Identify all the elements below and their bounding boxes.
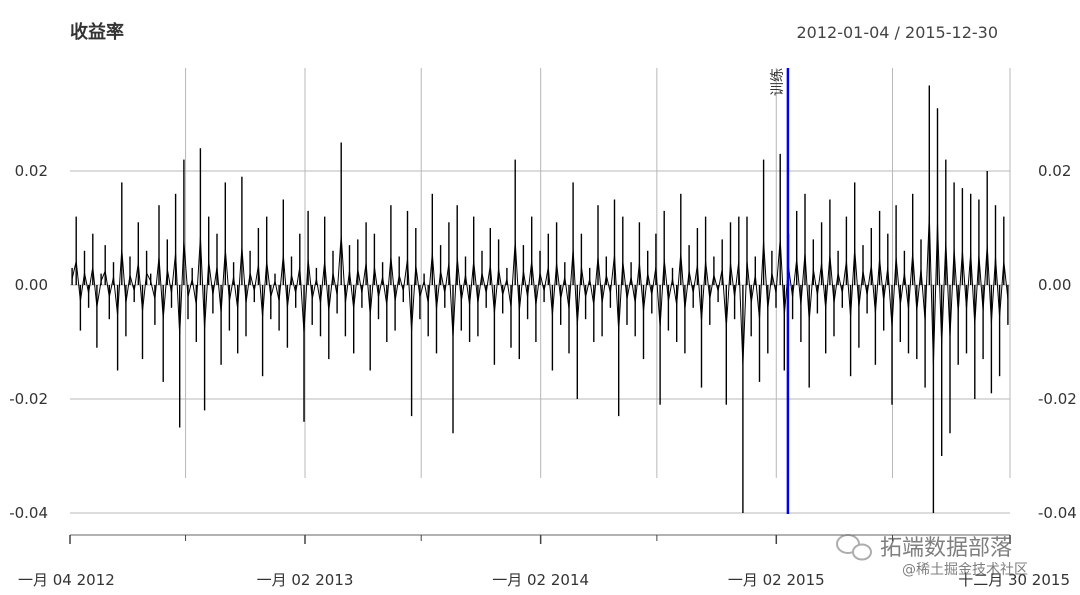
chart-title: 收益率 [70,21,124,43]
y-tick-label-right: -0.02 [1038,390,1077,408]
series-returns [71,85,1009,513]
event-line-group: 训练 [770,68,790,514]
x-tick-label: 一月 02 2014 [492,571,589,589]
y-tick-label: 0.02 [15,162,48,180]
x-tick-label: 一月 02 2013 [257,571,354,589]
y-axis-left: 0.02 0.00 -0.02 -0.04 [9,162,48,522]
wechat-icon [836,534,872,561]
x-tick-label: 十二月 30 2015 [958,571,1070,589]
y-tick-label: -0.02 [9,390,48,408]
y-tick-label-right: 0.00 [1038,276,1071,294]
y-tick-label: 0.00 [15,276,48,294]
x-tick-label: 一月 04 2012 [18,571,115,589]
x-axis: 一月 04 2012 一月 02 2013 一月 02 2014 一月 02 2015… [18,534,1070,589]
x-tick-label: 一月 02 2015 [728,571,825,589]
grid [70,68,1011,514]
y-tick-label-right: -0.04 [1038,504,1077,522]
date-range: 2012-01-04 / 2015-12-30 [796,23,998,42]
event-label: 训练 [770,68,786,96]
watermark: 拓端数据部落 @稀土掘金技术社区 [836,534,1028,578]
y-tick-label-right: 0.02 [1038,162,1071,180]
y-axis-right: 0.02 0.00 -0.02 -0.04 [1038,162,1077,522]
watermark-subtext: @稀土掘金技术社区 [902,562,1028,578]
watermark-text: 拓端数据部落 [880,536,1012,561]
y-tick-label: -0.04 [9,504,48,522]
series-line [71,215,1009,365]
